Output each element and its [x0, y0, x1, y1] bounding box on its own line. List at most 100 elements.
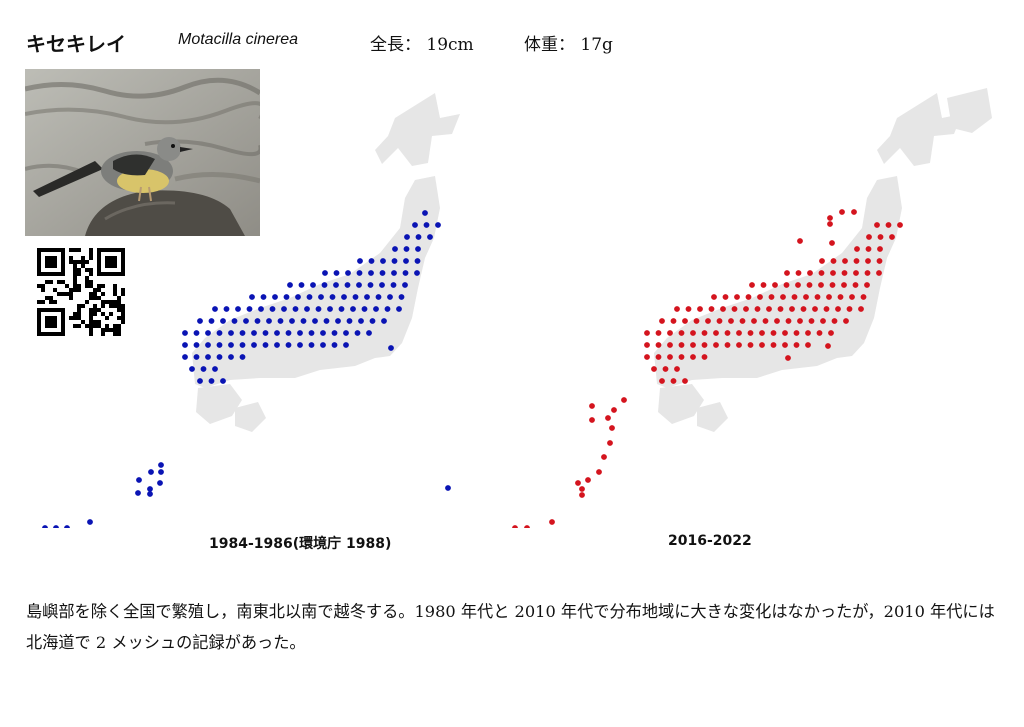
mesh-record-dot [384, 306, 391, 312]
mesh-record-dot [682, 378, 688, 384]
mesh-record-dot [866, 234, 872, 240]
mesh-record-dot [830, 270, 836, 276]
mesh-record-dot [304, 306, 310, 312]
mesh-record-dot [357, 258, 363, 264]
mesh-record-dot [739, 318, 746, 324]
mesh-record-dot [392, 246, 398, 252]
mesh-record-dot [223, 306, 230, 312]
mesh-record-dot [415, 246, 421, 252]
mesh-record-dot [136, 477, 142, 483]
mesh-record-dot [842, 258, 848, 264]
mesh-record-dot [759, 330, 765, 336]
mesh-record-dot [239, 342, 246, 348]
mesh-record-dot [343, 342, 349, 348]
mesh-record-dot [797, 318, 803, 324]
mesh-record-dot [805, 342, 811, 348]
mesh-record-dot [722, 294, 729, 300]
mesh-record-dot [403, 258, 409, 264]
species-japanese-name: キセキレイ [26, 32, 126, 56]
mesh-record-dot [205, 342, 211, 348]
mesh-record-dot [308, 342, 315, 348]
mesh-record-dot [182, 354, 188, 360]
mesh-record-dot [512, 525, 518, 531]
mesh-record-dot [251, 342, 257, 348]
mesh-record-dot [262, 342, 269, 348]
mesh-record-dot [897, 222, 903, 228]
mesh-record-dot [320, 330, 326, 336]
mesh-record-dot [659, 378, 665, 384]
mesh-record-dot [379, 282, 385, 288]
mesh-record-dot [205, 354, 211, 360]
mesh-record-dot [605, 415, 611, 421]
mesh-record-dot [396, 306, 402, 312]
mesh-record-dot [333, 270, 340, 276]
mesh-record-dot [445, 485, 451, 491]
mesh-record-dot [697, 306, 703, 312]
mesh-record-dot [670, 378, 677, 384]
mesh-record-dot [818, 282, 824, 288]
distribution-map-recent [482, 88, 1002, 601]
mesh-record-dot [366, 330, 372, 336]
mesh-record-dot [720, 306, 726, 312]
mesh-record-dot [655, 330, 662, 336]
mesh-record-dot [713, 342, 719, 348]
mesh-record-dot [239, 330, 246, 336]
mesh-record-dot [208, 318, 215, 324]
species-scientific-name: Motacilla cinerea [178, 31, 299, 48]
mesh-record-dot [368, 270, 374, 276]
mesh-record-dot [281, 306, 287, 312]
mesh-record-dot [825, 343, 831, 349]
mesh-record-dot [589, 417, 595, 423]
mesh-record-dot [760, 282, 767, 288]
mesh-record-dot [415, 234, 422, 240]
mesh-record-dot [375, 294, 382, 300]
mesh-record-dot [182, 342, 188, 348]
mesh-record-dot [814, 294, 821, 300]
mesh-record-dot [235, 306, 241, 312]
mesh-record-dot [220, 318, 226, 324]
qr-code[interactable] [37, 248, 125, 336]
mesh-record-dot [387, 294, 393, 300]
mesh-record-dot [341, 294, 347, 300]
mesh-record-dot [231, 318, 238, 324]
mesh-record-dot [300, 318, 307, 324]
mesh-record-dot [147, 491, 153, 497]
mesh-record-dot [865, 258, 871, 264]
mesh-record-dot [808, 318, 815, 324]
mesh-record-dot [422, 210, 428, 216]
mesh-record-dot [644, 342, 650, 348]
mesh-record-dot [283, 294, 290, 300]
mesh-record-dot [667, 330, 673, 336]
mesh-record-dot [762, 318, 769, 324]
mesh-record-dot [885, 222, 892, 228]
mesh-record-dot [158, 469, 164, 475]
mesh-record-dot [135, 490, 141, 496]
mesh-record-dot [724, 330, 731, 336]
mesh-record-dot [716, 318, 723, 324]
mesh-record-dot [795, 282, 801, 288]
mesh-record-dot [783, 282, 790, 288]
mesh-record-dot [770, 342, 777, 348]
mesh-record-dot [800, 306, 807, 312]
mesh-record-dot [344, 282, 351, 288]
mesh-record-dot [853, 270, 859, 276]
mesh-record-dot [208, 378, 215, 384]
mesh-record-dot [609, 425, 615, 431]
mesh-record-dot [549, 519, 555, 525]
mesh-record-dot [795, 270, 802, 276]
mesh-record-dot [708, 306, 715, 312]
mesh-record-dot [298, 282, 305, 288]
mesh-record-dot [852, 282, 859, 288]
mesh-record-dot [770, 330, 777, 336]
mesh-record-dot [367, 282, 374, 288]
mesh-record-dot [364, 294, 370, 300]
mesh-record-dot [193, 330, 200, 336]
mesh-record-dot [228, 342, 234, 348]
mesh-record-dot [579, 486, 585, 492]
mesh-record-dot [690, 354, 696, 360]
mesh-record-dot [343, 330, 349, 336]
mesh-record-dot [42, 525, 48, 531]
mesh-record-dot [308, 330, 315, 336]
mesh-record-dot [350, 306, 356, 312]
mesh-record-dot [368, 258, 375, 264]
